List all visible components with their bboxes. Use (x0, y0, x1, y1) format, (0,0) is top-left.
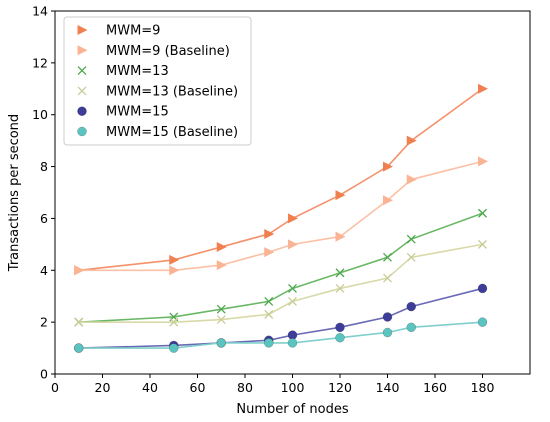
legend-entry: MWM=15 (Baseline) (77, 125, 238, 140)
legend-marker (77, 126, 87, 137)
y-tick-label: 8 (40, 159, 48, 174)
series-2 (74, 156, 488, 276)
data-point (383, 273, 392, 283)
y-tick-label: 10 (32, 107, 48, 122)
data-point (335, 190, 346, 201)
legend-entry: MWM=9 (77, 24, 160, 39)
data-point (216, 241, 227, 252)
data-point (335, 231, 346, 242)
x-tick-label: 60 (190, 380, 206, 395)
data-point (335, 268, 345, 278)
data-point (383, 252, 392, 262)
data-point (406, 301, 416, 312)
y-tick-label: 6 (40, 211, 48, 226)
data-point (288, 213, 298, 224)
legend-box (63, 16, 252, 146)
data-point (288, 283, 297, 293)
legend-label: MWM=13 (Baseline) (106, 84, 238, 99)
series-line (78, 243, 483, 323)
data-point (169, 265, 180, 276)
data-point (169, 317, 179, 327)
y-axis-label: Transactions per second (7, 114, 22, 272)
data-point (382, 327, 393, 338)
data-point (74, 317, 84, 327)
x-tick-label: 100 (281, 380, 305, 395)
legend-marker (77, 45, 88, 56)
plot-area (74, 83, 488, 353)
series-line (78, 212, 483, 323)
data-point (288, 239, 298, 250)
legend-label: MWM=9 (Baseline) (106, 44, 230, 59)
data-point (264, 296, 274, 306)
data-point (478, 208, 487, 218)
data-point (335, 333, 345, 343)
data-point (335, 322, 345, 333)
y-axis: 0 2 4 6 8 10 12 14 (32, 4, 55, 382)
x-tick-label: 0 (51, 380, 59, 395)
data-point (477, 283, 488, 294)
x-tick-label: 80 (237, 380, 253, 395)
data-point (74, 265, 85, 276)
y-tick-label: 4 (40, 263, 48, 278)
x-tick-label: 20 (95, 380, 111, 395)
data-point (406, 234, 416, 244)
data-point (406, 135, 417, 146)
data-point (406, 252, 416, 262)
series-4 (74, 239, 487, 327)
data-point (169, 343, 179, 353)
legend-label: MWM=9 (106, 24, 160, 39)
series-6 (74, 317, 488, 353)
legend-marker (77, 25, 88, 35)
data-point (74, 343, 84, 353)
data-point (478, 83, 488, 94)
legend-label: MWM=15 (106, 105, 169, 120)
x-axis-label: Number of nodes (236, 402, 348, 417)
data-point (383, 195, 393, 206)
data-point (264, 338, 274, 348)
legend-entry: MWM=13 (Baseline) (77, 84, 238, 99)
data-point (216, 315, 226, 325)
data-point (264, 247, 275, 258)
legend-entry: MWM=13 (77, 64, 169, 79)
data-point (169, 254, 180, 265)
y-tick-label: 12 (32, 55, 48, 70)
x-tick-label: 120 (328, 380, 352, 395)
y-tick-label: 0 (40, 367, 48, 382)
legend: MWM=9 MWM=9 (Baseline) MWM=13 MWM=13 (Basel… (63, 16, 252, 146)
data-point (383, 161, 393, 172)
x-axis: 0 20 40 60 80 100 120 140 160 180 (51, 374, 494, 395)
data-point (478, 239, 487, 249)
data-point (264, 228, 275, 239)
data-point (216, 338, 226, 348)
y-tick-label: 2 (40, 315, 48, 330)
legend-marker (77, 66, 87, 76)
data-point (216, 304, 226, 314)
data-point (264, 309, 274, 319)
data-point (406, 322, 416, 333)
data-point (406, 174, 417, 185)
data-point (382, 312, 393, 322)
legend-label: MWM=15 (Baseline) (106, 125, 238, 140)
legend-marker (77, 106, 87, 116)
series-line (78, 160, 483, 272)
data-point (478, 156, 488, 167)
y-tick-label: 14 (32, 4, 48, 19)
data-point (477, 317, 488, 327)
legend-marker (77, 86, 87, 96)
x-tick-label: 140 (376, 380, 400, 395)
data-point (288, 296, 297, 306)
data-point (216, 260, 227, 271)
x-tick-label: 180 (471, 380, 495, 395)
x-tick-label: 160 (423, 380, 447, 395)
data-point (287, 338, 298, 348)
series-1 (74, 83, 488, 276)
x-tick-label: 40 (142, 380, 158, 395)
data-point (335, 283, 345, 293)
legend-entry: MWM=9 (Baseline) (77, 44, 230, 59)
legend-label: MWM=13 (106, 64, 169, 79)
legend-entry: MWM=15 (77, 105, 169, 120)
series-line (78, 321, 483, 349)
